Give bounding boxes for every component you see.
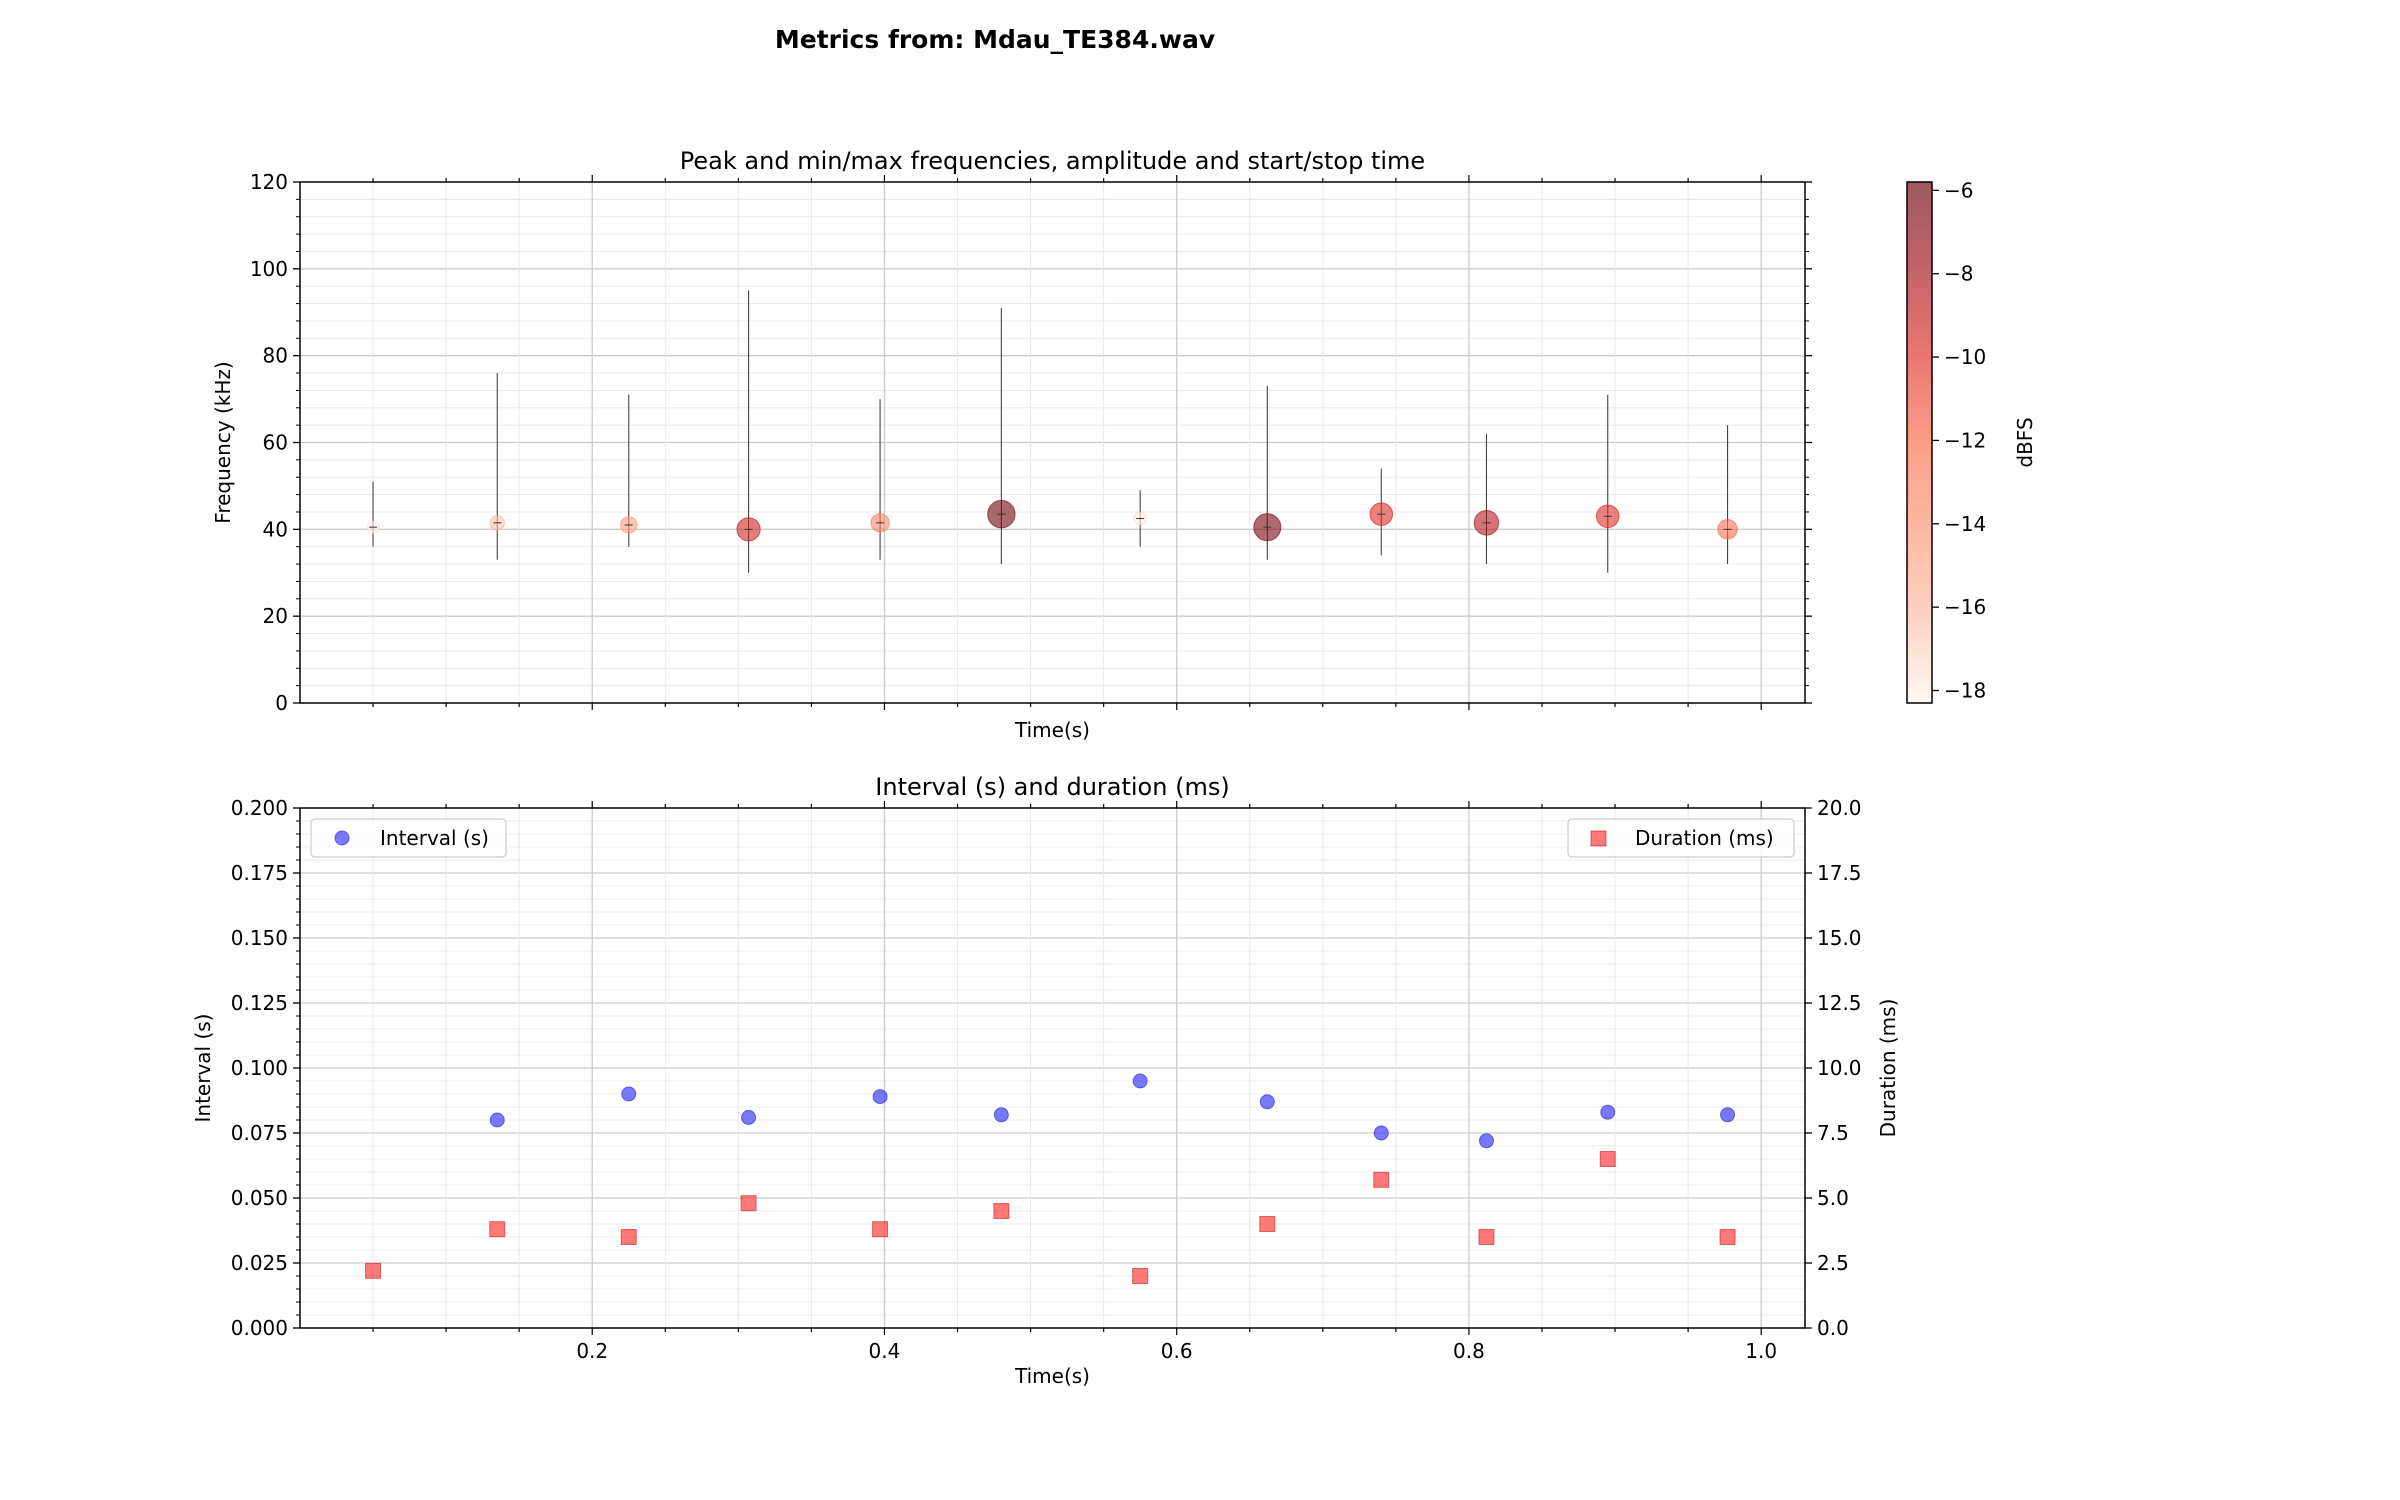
interval-duration-marks (365, 1073, 1736, 1284)
colorbar-tick-label: −10 (1944, 345, 1986, 369)
interval-point (621, 1086, 637, 1102)
duration-point (993, 1203, 1010, 1219)
duration-point (872, 1221, 889, 1238)
duration-legend-label: Duration (ms) (1635, 826, 1774, 850)
colorbar-tick-label: −18 (1944, 678, 1986, 702)
y-tick-label: 60 (263, 431, 288, 455)
y-right-tick-label: 15.0 (1817, 926, 1862, 950)
colorbar-ticks: −18 −16 −14 −12 −10 −8 −6 (1932, 178, 1986, 702)
duration-point (489, 1221, 506, 1238)
y-right-tick-label: 2.5 (1817, 1251, 1849, 1275)
interval-point (1720, 1107, 1736, 1123)
duration-y-axis-label: Duration (ms) (1876, 999, 1900, 1138)
interval-duration-panel: 0.000 0.025 0.050 0.075 0.100 0.125 0.150 0.175… (191, 773, 1900, 1388)
duration-point (1719, 1229, 1736, 1245)
colorbar-label: dBFS (2013, 417, 2037, 467)
y-left-tick-label: 0.000 (231, 1316, 288, 1340)
interval-point (1132, 1073, 1148, 1089)
duration-point (1478, 1229, 1495, 1245)
interval-point (1600, 1104, 1616, 1120)
y-tick-label: 100 (250, 257, 288, 281)
duration-legend: Duration (ms) (1567, 818, 1795, 858)
interval-point (1373, 1125, 1389, 1141)
x-tick-label: 0.4 (869, 1339, 901, 1363)
duration-legend-box (1567, 818, 1795, 858)
colorbar-tick-label: −14 (1944, 512, 1986, 536)
frequency-x-axis-label: Time(s) (1014, 718, 1090, 742)
y-right-tick-label: 7.5 (1817, 1121, 1849, 1145)
interval-y-axis-label: Interval (s) (191, 1014, 215, 1123)
figure-title: Metrics from: Mdau_TE384.wav (775, 25, 1215, 54)
interval-legend-label: Interval (s) (380, 826, 489, 850)
y-left-tick-label: 0.125 (231, 991, 288, 1015)
frequency-y-axis-label: Frequency (kHz) (211, 361, 235, 523)
y-right-tick-label: 10.0 (1817, 1056, 1862, 1080)
y-right-tick-label: 17.5 (1817, 861, 1862, 885)
frequency-plot-title: Peak and min/max frequencies, amplitude … (680, 147, 1425, 175)
colorbar-tick-label: −6 (1944, 178, 1973, 202)
frequency-marks (366, 290, 1738, 573)
interval-ticks: 0.000 0.025 0.050 0.075 0.100 0.125 0.150 0.175… (231, 796, 1862, 1363)
duration-legend-marker (1590, 830, 1607, 847)
y-left-tick-label: 0.025 (231, 1251, 288, 1275)
y-right-tick-label: 5.0 (1817, 1186, 1849, 1210)
x-tick-label: 0.6 (1161, 1339, 1193, 1363)
frequency-panel: 0 20 40 60 80 100 120 Peak and min/max frequen… (211, 147, 1812, 742)
colorbar-gradient (1906, 181, 1933, 704)
y-left-tick-label: 0.175 (231, 861, 288, 885)
interval-x-axis-label: Time(s) (1014, 1364, 1090, 1388)
interval-grid (300, 808, 1805, 1328)
interval-point (489, 1112, 505, 1128)
duration-point (1373, 1171, 1390, 1188)
x-tick-label: 0.2 (576, 1339, 608, 1363)
x-tick-label: 1.0 (1745, 1339, 1777, 1363)
x-tick-label: 0.8 (1453, 1339, 1485, 1363)
frequency-ticks: 0 20 40 60 80 100 120 (250, 170, 1812, 715)
colorbar-tick-label: −16 (1944, 595, 1986, 619)
y-tick-label: 20 (263, 604, 288, 628)
duration-point (1259, 1216, 1276, 1232)
interval-legend: Interval (s) (310, 818, 507, 858)
interval-legend-marker (334, 830, 350, 846)
y-left-tick-label: 0.050 (231, 1186, 288, 1210)
interval-point (741, 1109, 757, 1125)
y-tick-label: 40 (263, 517, 288, 541)
y-right-tick-label: 20.0 (1817, 796, 1862, 820)
interval-plot-title: Interval (s) and duration (ms) (875, 773, 1229, 801)
duration-point (1132, 1268, 1149, 1284)
interval-point (993, 1107, 1009, 1123)
y-left-tick-label: 0.200 (231, 796, 288, 820)
y-tick-label: 80 (263, 344, 288, 368)
y-left-tick-label: 0.100 (231, 1056, 288, 1080)
duration-point (620, 1229, 637, 1245)
duration-point (740, 1195, 757, 1212)
interval-point (1478, 1133, 1494, 1149)
y-tick-label: 0 (275, 691, 288, 715)
duration-point (365, 1262, 382, 1279)
duration-point (1599, 1151, 1616, 1167)
interval-point (1259, 1094, 1275, 1110)
dbfs-colorbar: −18 −16 −14 −12 −10 −8 −6 dBFS (1906, 178, 2037, 704)
y-right-tick-label: 12.5 (1817, 991, 1862, 1015)
y-left-tick-label: 0.075 (231, 1121, 288, 1145)
colorbar-tick-label: −12 (1944, 428, 1986, 452)
interval-point (872, 1089, 888, 1105)
y-tick-label: 120 (250, 170, 288, 194)
interval-legend-box (310, 818, 507, 858)
y-right-tick-label: 0.0 (1817, 1316, 1849, 1340)
colorbar-tick-label: −8 (1944, 262, 1973, 286)
y-left-tick-label: 0.150 (231, 926, 288, 950)
frequency-grid (300, 182, 1805, 703)
